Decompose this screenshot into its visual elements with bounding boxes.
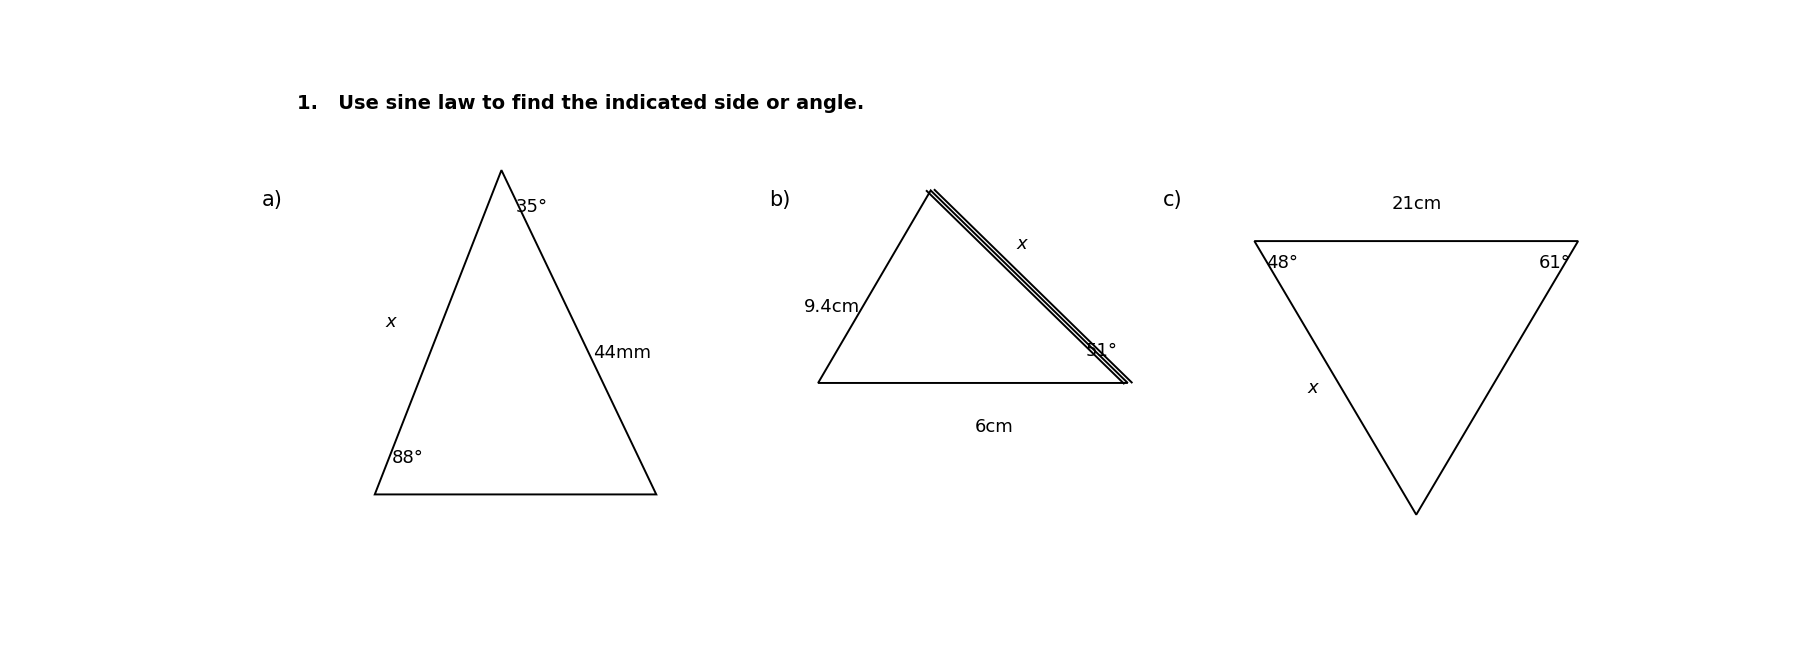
Text: 61°: 61° [1540,254,1571,272]
Text: 1.   Use sine law to find the indicated side or angle.: 1. Use sine law to find the indicated si… [298,94,864,113]
Text: x: x [1017,235,1028,253]
Text: 35°: 35° [516,198,548,216]
Text: 51°: 51° [1086,342,1117,360]
Text: 44mm: 44mm [592,343,650,361]
Text: 6cm: 6cm [975,418,1013,436]
Text: 9.4cm: 9.4cm [804,298,861,316]
Text: x: x [385,313,396,331]
Text: a): a) [262,190,283,211]
Text: b): b) [768,190,790,211]
Text: x: x [1308,379,1318,397]
Text: 21cm: 21cm [1391,195,1442,213]
Text: 88°: 88° [392,449,423,467]
Text: 48°: 48° [1266,254,1298,272]
Text: c): c) [1162,190,1182,211]
